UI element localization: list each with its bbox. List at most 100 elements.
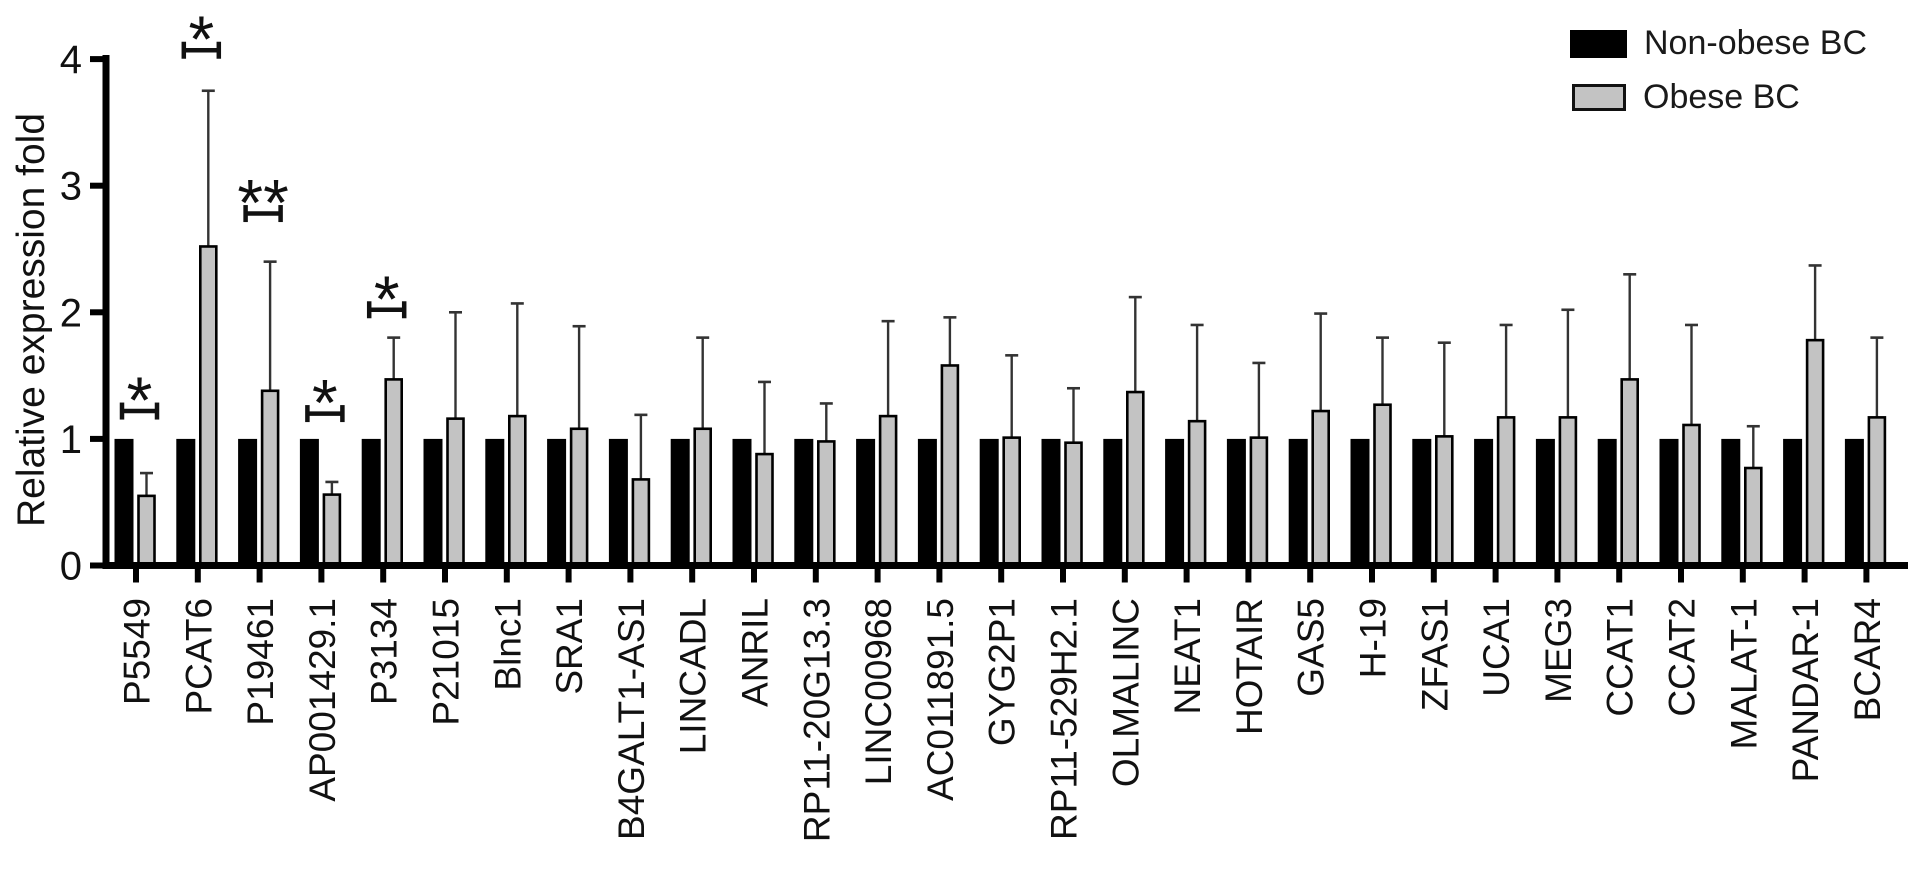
bar-non-obese-SRA1 — [547, 438, 567, 568]
legend-label-obese: Obese BC — [1643, 78, 1800, 116]
x-tick-label-PCAT6: PCAT6 — [178, 598, 219, 715]
x-tick-label-RP11-529H2.1: RP11-529H2.1 — [1044, 598, 1085, 840]
bar-non-obese-CCAT2 — [1659, 438, 1679, 568]
bar-obese-P21015 — [446, 417, 465, 568]
y-tick-label: 3 — [60, 165, 82, 209]
x-tick-label-GYG2P1: GYG2P1 — [982, 598, 1023, 746]
legend-item-obese: Obese BC — [1570, 78, 1867, 117]
x-tick-label-UCA1: UCA1 — [1476, 598, 1517, 697]
x-tick-label-P19461: P19461 — [240, 598, 281, 726]
bar-non-obese-Blnc1 — [485, 438, 505, 568]
bar-obese-AP001429.1 — [322, 493, 342, 568]
legend-swatch-nonobese — [1570, 29, 1627, 58]
x-tick-label-P21015: P21015 — [426, 598, 467, 726]
bar-obese-MALAT-1 — [1744, 466, 1763, 568]
legend-label-nonobese: Non-obese BC — [1644, 24, 1868, 62]
bar-obese-P19461 — [260, 389, 280, 568]
x-tick-label-Blnc1: Blnc1 — [487, 598, 528, 691]
x-tick-label-MALAT-1: MALAT-1 — [1723, 598, 1764, 749]
x-tick-label-SRA1: SRA1 — [549, 598, 590, 695]
x-tick-label-H-19: H-19 — [1353, 598, 1394, 678]
x-tick-label-B4GALT1-AS1: B4GALT1-AS1 — [611, 598, 652, 840]
bar-non-obese-AC011891.5 — [917, 438, 937, 568]
bar-non-obese-NEAT1 — [1165, 438, 1185, 568]
bar-non-obese-PCAT6 — [176, 438, 196, 568]
x-tick-label-BCAR4: BCAR4 — [1847, 598, 1888, 721]
bar-non-obese-ZFAS1 — [1412, 438, 1432, 568]
bar-obese-RP11-20G13.3 — [816, 440, 836, 568]
x-tick-label-HOTAIR: HOTAIR — [1229, 598, 1270, 735]
bar-non-obese-AP001429.1 — [299, 438, 319, 568]
bar-obese-PCAT6 — [199, 245, 218, 568]
bar-obese-RP11-529H2.1 — [1064, 441, 1083, 568]
x-tick-label-ANRIL: ANRIL — [735, 598, 776, 707]
bar-non-obese-MALAT-1 — [1721, 438, 1741, 568]
x-tick-label-CCAT1: CCAT1 — [1600, 598, 1641, 717]
bar-obese-SRA1 — [569, 427, 589, 568]
x-tick-label-P3134: P3134 — [364, 598, 405, 705]
bar-obese-P5549 — [137, 494, 156, 568]
bar-obese-GYG2P1 — [1002, 436, 1022, 568]
bar-obese-AC011891.5 — [940, 364, 960, 568]
bar-obese-CCAT2 — [1682, 423, 1701, 568]
significance-asterisk: * — [188, 2, 214, 76]
y-axis-title: Relative expression fold — [10, 112, 53, 528]
bar-obese-HOTAIR — [1249, 436, 1269, 568]
bar-obese-ANRIL — [755, 452, 774, 568]
y-tick-label: 0 — [60, 545, 82, 589]
x-tick-label-AC011891.5: AC011891.5 — [920, 598, 961, 801]
x-tick-label-CCAT2: CCAT2 — [1662, 598, 1703, 717]
y-tick-label: 1 — [60, 418, 82, 462]
bar-non-obese-PANDAR-1 — [1783, 438, 1803, 568]
bar-non-obese-BCAR4 — [1844, 438, 1864, 568]
x-tick-label-P5549: P5549 — [117, 598, 158, 705]
x-tick-label-LINC00968: LINC00968 — [858, 598, 899, 785]
bar-non-obese-B4GALT1-AS1 — [608, 438, 628, 568]
bar-obese-MEG3 — [1558, 416, 1578, 568]
bar-obese-LINCADL — [693, 427, 713, 568]
bar-non-obese-P5549 — [114, 438, 134, 568]
bar-non-obese-HOTAIR — [1226, 438, 1246, 568]
bar-non-obese-H-19 — [1350, 438, 1370, 568]
bar-obese-NEAT1 — [1187, 419, 1207, 568]
bar-obese-OLMALINC — [1126, 390, 1145, 568]
bar-non-obese-OLMALINC — [1103, 438, 1123, 568]
bar-obese-CCAT1 — [1620, 378, 1639, 568]
x-tick-label-RP11-20G13.3: RP11-20G13.3 — [796, 598, 837, 842]
x-tick-label-PANDAR-1: PANDAR-1 — [1785, 598, 1826, 782]
bar-non-obese-P21015 — [423, 438, 443, 568]
x-tick-label-ZFAS1: ZFAS1 — [1414, 598, 1455, 711]
bar-obese-P3134 — [384, 378, 404, 568]
significance-asterisk: * — [127, 363, 153, 437]
bar-obese-GAS5 — [1311, 409, 1330, 568]
x-tick-label-GAS5: GAS5 — [1291, 598, 1332, 697]
y-tick-label: 2 — [60, 291, 82, 335]
bar-non-obese-ANRIL — [732, 438, 752, 568]
bar-obese-BCAR4 — [1867, 416, 1887, 568]
bar-obese-ZFAS1 — [1435, 435, 1454, 568]
bar-obese-H-19 — [1373, 403, 1392, 568]
bar-non-obese-MEG3 — [1535, 438, 1555, 568]
legend-item-nonobese: Non-obese BC — [1570, 24, 1867, 63]
x-tick-label-NEAT1: NEAT1 — [1167, 598, 1208, 715]
bar-obese-Blnc1 — [507, 414, 527, 568]
bar-obese-LINC00968 — [878, 414, 898, 568]
significance-asterisk: ** — [237, 166, 288, 240]
legend-swatch-obese — [1572, 84, 1626, 111]
bar-non-obese-UCA1 — [1474, 438, 1494, 568]
x-tick-label-LINCADL: LINCADL — [673, 598, 714, 754]
y-tick-label: 4 — [60, 38, 82, 82]
bar-non-obese-GAS5 — [1288, 438, 1308, 568]
bar-non-obese-P19461 — [238, 438, 258, 568]
bar-non-obese-LINCADL — [670, 438, 690, 568]
bar-non-obese-RP11-529H2.1 — [1041, 438, 1061, 568]
significance-asterisk: * — [374, 262, 400, 336]
bar-non-obese-RP11-20G13.3 — [794, 438, 814, 568]
x-tick-label-AP001429.1: AP001429.1 — [302, 598, 343, 802]
x-tick-label-OLMALINC: OLMALINC — [1105, 598, 1146, 787]
legend: Non-obese BC Obese BC — [1570, 24, 1867, 117]
bar-obese-PANDAR-1 — [1805, 338, 1825, 568]
significance-asterisk: * — [312, 366, 338, 440]
